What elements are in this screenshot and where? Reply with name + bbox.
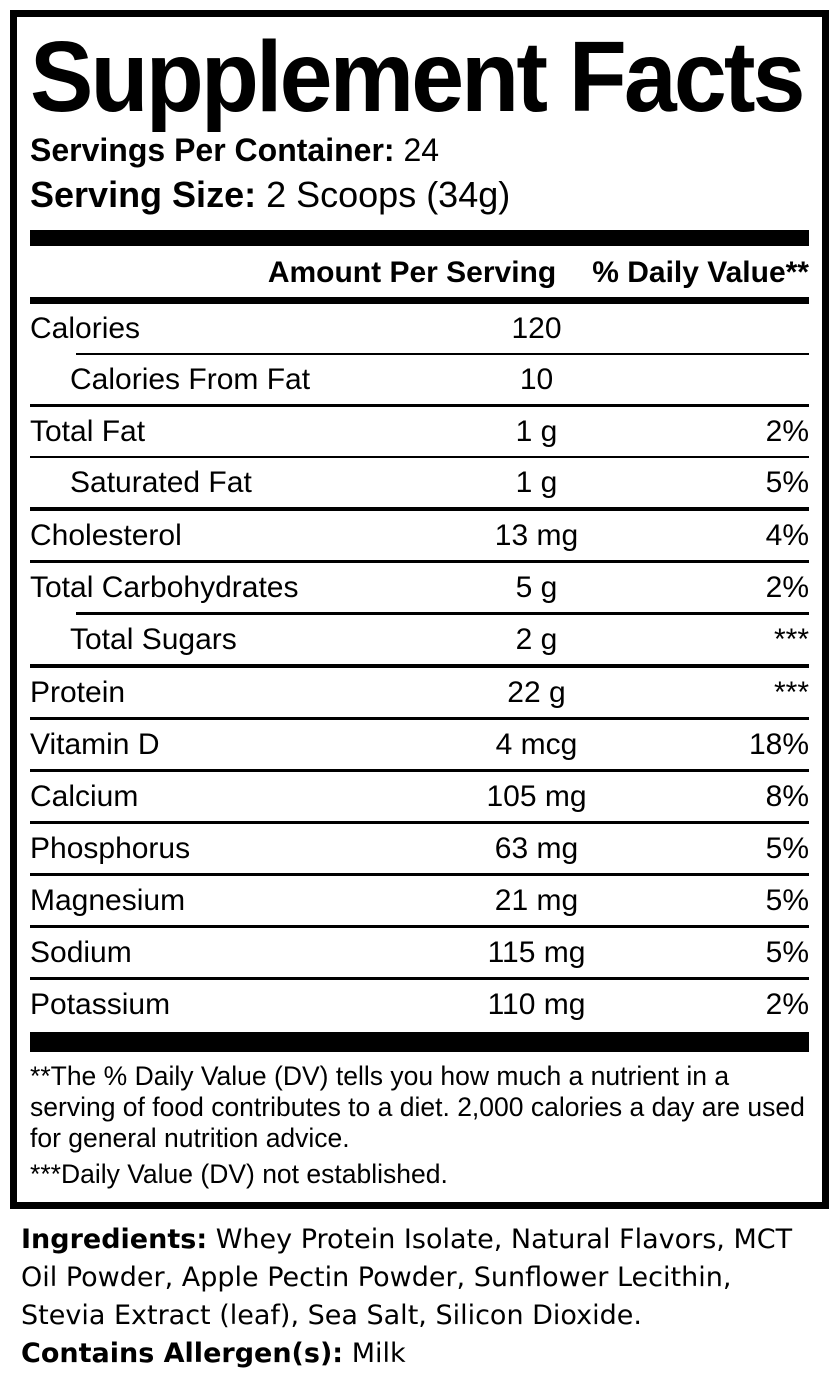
nutrient-name: Total Sugars	[70, 623, 237, 656]
nutrient-amount: 2 g	[515, 623, 558, 656]
serving-size-label: Serving Size:	[30, 174, 257, 215]
header-rule	[30, 297, 809, 304]
servings-per-container: Servings Per Container: 24	[30, 132, 809, 169]
nutrient-name: Total Carbohydrates	[30, 571, 299, 604]
ingredients-label: Ingredients:	[21, 1224, 208, 1255]
table-header-row: Amount Per Serving % Daily Value**	[30, 246, 809, 297]
row-separator	[30, 977, 809, 980]
table-row: Calcium 105 mg 8%	[30, 772, 809, 821]
nutrient-amount: 1 g	[515, 466, 558, 499]
table-row: Potassium 110 mg 2%	[30, 980, 809, 1029]
table-row: Cholesterol 13 mg 4%	[30, 511, 809, 560]
nutrient-name: Calories	[30, 312, 141, 345]
nutrient-dv: 2%	[765, 571, 809, 604]
row-separator	[30, 821, 809, 824]
table-row: Saturated Fat 1 g 5%	[30, 458, 809, 507]
row-separator	[30, 925, 809, 928]
allergen-line: Contains Allergen(s): Milk	[21, 1335, 818, 1373]
nutrient-name: Protein	[30, 676, 126, 709]
nutrient-dv: 5%	[765, 832, 809, 865]
ingredients-line: Ingredients: Whey Protein Isolate, Natur…	[21, 1221, 818, 1334]
nutrient-dv: 5%	[765, 936, 809, 969]
table-row: Vitamin D 4 mcg 18%	[30, 720, 809, 769]
table-row: Calories 120	[30, 304, 809, 353]
row-separator	[30, 404, 809, 407]
supplement-facts-panel: Supplement Facts Servings Per Container:…	[10, 10, 829, 1209]
nutrient-amount: 5 g	[515, 571, 558, 604]
row-separator	[30, 664, 809, 668]
serving-size: Serving Size: 2 Scoops (34g)	[30, 174, 809, 216]
nutrient-amount: 63 mg	[494, 832, 579, 865]
nutrient-name: Magnesium	[30, 884, 186, 917]
nutrient-name: Sodium	[30, 936, 132, 969]
row-separator	[30, 456, 809, 458]
not-established-footnote: ***Daily Value (DV) not established.	[30, 1159, 448, 1189]
nutrient-dv: 5%	[765, 884, 809, 917]
table-row: Total Sugars 2 g ***	[30, 615, 809, 664]
nutrient-dv: 4%	[765, 519, 809, 552]
nutrient-dv: 8%	[765, 780, 809, 813]
allergen-label: Contains Allergen(s):	[21, 1338, 344, 1370]
table-row: Total Fat 1 g 2%	[30, 407, 809, 456]
allergen-value: Milk	[343, 1338, 406, 1370]
row-separator	[30, 769, 809, 772]
table-row: Calories From Fat 10	[30, 355, 809, 404]
daily-value-footnote: **The % Daily Value (DV) tells you how m…	[30, 1061, 805, 1153]
section-divider-bar	[30, 230, 809, 246]
nutrient-amount: 4 mcg	[495, 728, 578, 761]
nutrient-name: Potassium	[30, 988, 171, 1021]
nutrient-dv: 5%	[765, 466, 809, 499]
table-row: Protein 22 g ***	[30, 668, 809, 717]
table-row: Sodium 115 mg 5%	[30, 928, 809, 977]
nutrient-dv: ***	[773, 623, 809, 656]
table-row: Magnesium 21 mg 5%	[30, 876, 809, 925]
nutrient-amount: 120	[511, 312, 562, 345]
servings-per-container-value: 24	[403, 132, 440, 168]
nutrient-name: Calcium	[30, 780, 139, 813]
nutrient-dv: 2%	[765, 415, 809, 448]
panel-title: Supplement Facts	[30, 21, 805, 133]
nutrient-amount: 110 mg	[487, 988, 586, 1021]
amount-per-serving-header: Amount Per Serving	[267, 256, 557, 289]
nutrient-amount: 10	[519, 363, 554, 396]
nutrient-dv: 2%	[765, 988, 809, 1021]
nutrient-amount: 1 g	[515, 415, 558, 448]
nutrient-dv: 18%	[748, 728, 809, 761]
nutrient-name: Total Fat	[30, 415, 146, 448]
table-row: Phosphorus 63 mg 5%	[30, 824, 809, 873]
nutrient-amount: 21 mg	[494, 884, 579, 917]
table-row: Total Carbohydrates 5 g 2%	[30, 563, 809, 612]
nutrient-amount: 105 mg	[486, 780, 587, 813]
daily-value-header: % Daily Value**	[592, 256, 809, 289]
row-separator	[30, 507, 809, 511]
servings-per-container-label: Servings Per Container:	[30, 132, 395, 168]
footnotes: **The % Daily Value (DV) tells you how m…	[30, 1052, 809, 1198]
nutrient-amount: 13 mg	[494, 519, 579, 552]
nutrient-name: Saturated Fat	[70, 466, 252, 499]
row-separator	[30, 873, 809, 876]
nutrient-amount: 115 mg	[487, 936, 586, 969]
nutrient-name: Calories From Fat	[70, 363, 311, 396]
nutrient-dv: ***	[773, 676, 809, 709]
nutrient-amount: 22 g	[507, 676, 566, 709]
footnote-divider-bar	[30, 1032, 809, 1052]
row-separator	[30, 717, 809, 720]
nutrient-name: Cholesterol	[30, 519, 182, 552]
row-separator	[76, 612, 809, 615]
nutrient-name: Phosphorus	[30, 832, 191, 865]
nutrient-name: Vitamin D	[30, 728, 160, 761]
row-separator	[76, 353, 809, 355]
serving-size-value: 2 Scoops (34g)	[266, 174, 511, 215]
ingredients-section: Ingredients: Whey Protein Isolate, Natur…	[21, 1221, 818, 1373]
row-separator	[30, 560, 809, 563]
